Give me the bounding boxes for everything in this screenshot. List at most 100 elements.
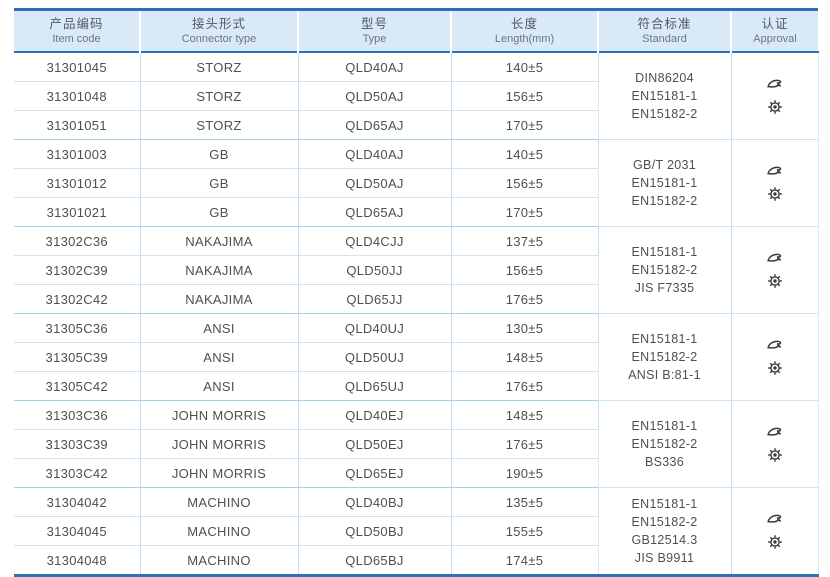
approval-cell <box>731 226 819 314</box>
length-cell: 140±5 <box>451 139 599 169</box>
wheelmark-icon <box>767 360 783 376</box>
table-row: 31305C36 ANSI QLD40UJ 130±5 EN15181-1 EN15182… <box>14 313 819 401</box>
table-header: 产品编码 Item code 接头形式 Connector type 型号 Ty… <box>14 9 818 53</box>
standard-line: EN15182-2 <box>631 437 698 451</box>
length-cell: 170±5 <box>451 197 599 227</box>
header-standard: 符合标准 Standard <box>598 9 732 52</box>
table-row: 31303C39 JOHN MORRIS QLD50EJ 176±5 <box>14 429 818 459</box>
header-length-en: Length(mm) <box>494 33 555 45</box>
header-standard-zh: 符合标准 <box>637 17 692 31</box>
header-item-code-zh: 产品编码 <box>49 17 104 31</box>
approval-cell <box>731 487 819 576</box>
approval-cell <box>731 52 819 140</box>
connector-type-cell: MACHINO <box>140 516 299 546</box>
standard-line: EN15181-1 <box>631 89 698 103</box>
header-connector-type-en: Connector type <box>181 33 257 45</box>
standard-line: JIS B9911 <box>634 551 695 565</box>
type-cell: QLD50JJ <box>298 255 452 285</box>
connector-type-cell: JOHN MORRIS <box>140 458 299 488</box>
wheelmark-icon <box>767 273 783 289</box>
item-code-cell: 31305C36 <box>14 313 141 343</box>
table-row: 31301003 GB QLD40AJ 140±5 GB/T 2031 EN15181-1… <box>14 139 819 227</box>
approval-icon-stack <box>732 164 818 202</box>
table-row: 31302C42 NAKAJIMA QLD65JJ 176±5 <box>14 284 818 314</box>
header-type-zh: 型号 <box>360 17 388 31</box>
type-cell: QLD40EJ <box>298 400 452 430</box>
approval-icon-stack <box>732 77 818 115</box>
header-connector-type: 接头形式 Connector type <box>140 9 299 52</box>
table-row: 31305C42 ANSI QLD65UJ 176±5 <box>14 371 818 401</box>
length-cell: 156±5 <box>451 168 599 198</box>
product-table: 产品编码 Item code 接头形式 Connector type 型号 Ty… <box>14 8 819 577</box>
certification-logo-icon <box>766 77 783 91</box>
length-cell: 156±5 <box>451 255 599 285</box>
standard-line: EN15181-1 <box>631 497 698 511</box>
certification-logo-icon <box>766 338 783 352</box>
standard-line: EN15181-1 <box>631 176 698 190</box>
certification-logo-icon <box>766 425 783 439</box>
standard-line: GB12514.3 <box>631 533 698 547</box>
table-row: 31304048 MACHINO QLD65BJ 174±5 <box>14 545 818 576</box>
approval-icon-stack <box>732 251 818 289</box>
connector-type-cell: MACHINO <box>140 487 299 517</box>
type-cell: QLD65UJ <box>298 371 452 401</box>
type-cell: QLD65AJ <box>298 197 452 227</box>
length-cell: 174±5 <box>451 545 599 576</box>
header-approval: 认证 Approval <box>731 10 818 53</box>
header-standard-en: Standard <box>642 33 687 45</box>
connector-type-cell: STORZ <box>140 110 299 140</box>
type-cell: QLD40BJ <box>298 487 452 517</box>
type-cell: QLD40AJ <box>298 52 452 82</box>
type-cell: QLD65AJ <box>298 110 452 140</box>
product-table-container: 产品编码 Item code 接头形式 Connector type 型号 Ty… <box>14 8 819 577</box>
type-cell: QLD65EJ <box>298 458 452 488</box>
header-length-zh: 长度 <box>510 17 538 31</box>
item-code-cell: 31302C36 <box>14 226 141 256</box>
length-cell: 137±5 <box>451 226 599 256</box>
item-code-cell: 31303C39 <box>14 429 141 459</box>
table-row: 31301048 STORZ QLD50AJ 156±5 <box>14 81 818 111</box>
item-code-cell: 31303C42 <box>14 458 141 488</box>
length-cell: 190±5 <box>451 458 599 488</box>
standard-cell: EN15181-1 EN15182-2 ANSI B:81-1 <box>598 313 732 401</box>
item-code-cell: 31301051 <box>14 110 141 140</box>
header-item-code: 产品编码 Item code <box>14 9 141 52</box>
header-length: 长度 Length(mm) <box>451 9 599 52</box>
length-cell: 155±5 <box>451 516 599 546</box>
type-cell: QLD65JJ <box>298 284 452 314</box>
length-cell: 156±5 <box>451 81 599 111</box>
length-cell: 176±5 <box>451 284 599 314</box>
table-row: 31304045 MACHINO QLD50BJ 155±5 <box>14 516 818 546</box>
type-cell: QLD40AJ <box>298 139 452 169</box>
length-cell: 170±5 <box>451 110 599 140</box>
table-row: 31305C39 ANSI QLD50UJ 148±5 <box>14 342 818 372</box>
item-code-cell: 31302C39 <box>14 255 141 285</box>
item-code-cell: 31304042 <box>14 487 141 517</box>
standard-line: ANSI B:81-1 <box>628 368 701 382</box>
standard-line: EN15181-1 <box>631 332 698 346</box>
type-cell: QLD50UJ <box>298 342 452 372</box>
connector-type-cell: ANSI <box>140 371 299 401</box>
certification-logo-icon <box>766 251 783 265</box>
connector-type-cell: JOHN MORRIS <box>140 429 299 459</box>
connector-type-cell: NAKAJIMA <box>140 226 299 256</box>
type-cell: QLD4CJJ <box>298 226 452 256</box>
item-code-cell: 31301003 <box>14 139 141 169</box>
table-row: 31304042 MACHINO QLD40BJ 135±5 EN15181-1 EN15… <box>14 487 819 576</box>
connector-type-cell: NAKAJIMA <box>140 284 299 314</box>
length-cell: 140±5 <box>451 52 599 82</box>
standard-line: EN15182-2 <box>631 350 698 364</box>
header-item-code-en: Item code <box>52 33 101 45</box>
table-row: 31301045 STORZ QLD40AJ 140±5 DIN86204 EN15181… <box>14 52 819 140</box>
wheelmark-icon <box>767 186 783 202</box>
item-code-cell: 31305C42 <box>14 371 141 401</box>
type-cell: QLD50EJ <box>298 429 452 459</box>
connector-type-cell: NAKAJIMA <box>140 255 299 285</box>
item-code-cell: 31303C36 <box>14 400 141 430</box>
connector-type-cell: JOHN MORRIS <box>140 400 299 430</box>
connector-type-cell: GB <box>140 168 299 198</box>
standard-line: EN15182-2 <box>631 194 698 208</box>
table-body: 31301045 STORZ QLD40AJ 140±5 DIN86204 EN15181… <box>14 52 819 576</box>
standard-cell: DIN86204 EN15181-1 EN15182-2 <box>598 52 732 140</box>
